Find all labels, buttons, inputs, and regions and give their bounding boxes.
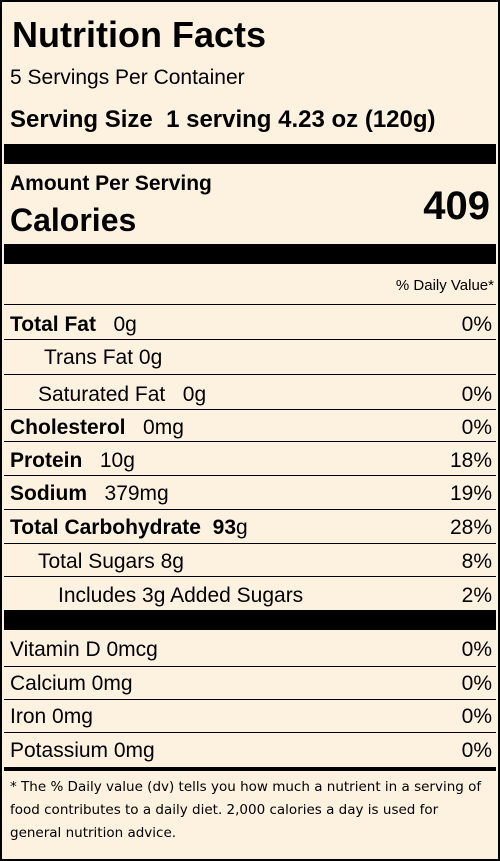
serving-size-value: 1 serving 4.23 oz (120g)	[166, 106, 436, 133]
nutrient-amount: 379mg	[104, 482, 169, 505]
nutrient-amount: 0g	[138, 346, 163, 369]
divider	[4, 732, 496, 733]
calories-value: 409	[423, 184, 490, 228]
calories-label: Calories	[10, 202, 137, 238]
footnote: * The % Daily value (dv) tells you how m…	[10, 779, 482, 841]
nutrient-amount: 93	[212, 516, 236, 539]
nutrient-dv: 0%	[461, 416, 492, 439]
amount-per-serving: Amount Per Serving	[10, 172, 212, 195]
divider	[4, 543, 496, 544]
vitamin-dv: 0%	[461, 672, 492, 695]
divider	[4, 409, 496, 410]
serving-size: Serving Size 1 serving 4.23 oz (120g)	[10, 106, 436, 134]
nutrient-label: Includes 3g Added Sugars	[58, 584, 304, 607]
divider	[4, 509, 496, 510]
nutrient-label: Total Carbohydrate	[10, 516, 201, 539]
nutrient-dv: 19%	[449, 482, 492, 505]
nutrient-label: Total Fat	[10, 313, 96, 336]
nutrient-label: Protein	[10, 449, 83, 472]
nutrient-label: Trans Fat	[44, 346, 134, 369]
thick-divider	[4, 610, 496, 630]
thick-divider	[4, 144, 496, 164]
vitamin-label: Vitamin D 0mcg	[10, 638, 158, 661]
divider	[4, 339, 496, 340]
nutrient-amount: 0g	[113, 313, 137, 336]
vitamin-label: Iron 0mg	[10, 705, 93, 728]
nutrient-amount: 0mg	[143, 416, 184, 439]
vitamin-label: Calcium 0mg	[10, 672, 133, 695]
label-title: Nutrition Facts	[12, 14, 267, 55]
nutrient-unit: g	[236, 516, 248, 539]
divider	[4, 576, 496, 577]
nutrient-label: Total Sugars	[38, 550, 155, 573]
servings-per-container: 5 Servings Per Container	[10, 66, 245, 89]
divider	[4, 441, 496, 442]
divider	[4, 699, 496, 700]
nutrient-amount: 0g	[182, 383, 207, 406]
nutrient-dv: 28%	[449, 516, 492, 539]
daily-value-header: % Daily Value*	[395, 277, 494, 294]
vitamin-dv: 0%	[461, 638, 492, 661]
nutrient-label: Sodium	[10, 482, 87, 505]
nutrient-dv: 2%	[461, 584, 492, 607]
nutrient-dv: 0%	[461, 313, 492, 336]
divider	[4, 475, 496, 476]
divider	[4, 374, 496, 375]
nutrient-dv: 8%	[461, 550, 492, 573]
nutrient-label: Saturated Fat	[38, 383, 166, 406]
nutrient-label: Cholesterol	[10, 416, 126, 439]
divider	[4, 767, 496, 771]
divider	[4, 304, 496, 305]
vitamin-dv: 0%	[461, 705, 492, 728]
vitamin-dv: 0%	[461, 739, 492, 762]
vitamin-label: Potassium 0mg	[10, 739, 155, 762]
nutrient-amount: 8g	[160, 550, 184, 573]
nutrient-amount: 10g	[99, 449, 135, 472]
nutrient-dv: 0%	[461, 383, 492, 406]
thick-divider	[4, 244, 496, 264]
nutrient-dv: 18%	[449, 449, 492, 472]
divider	[4, 666, 496, 667]
serving-size-label: Serving Size	[10, 106, 153, 133]
